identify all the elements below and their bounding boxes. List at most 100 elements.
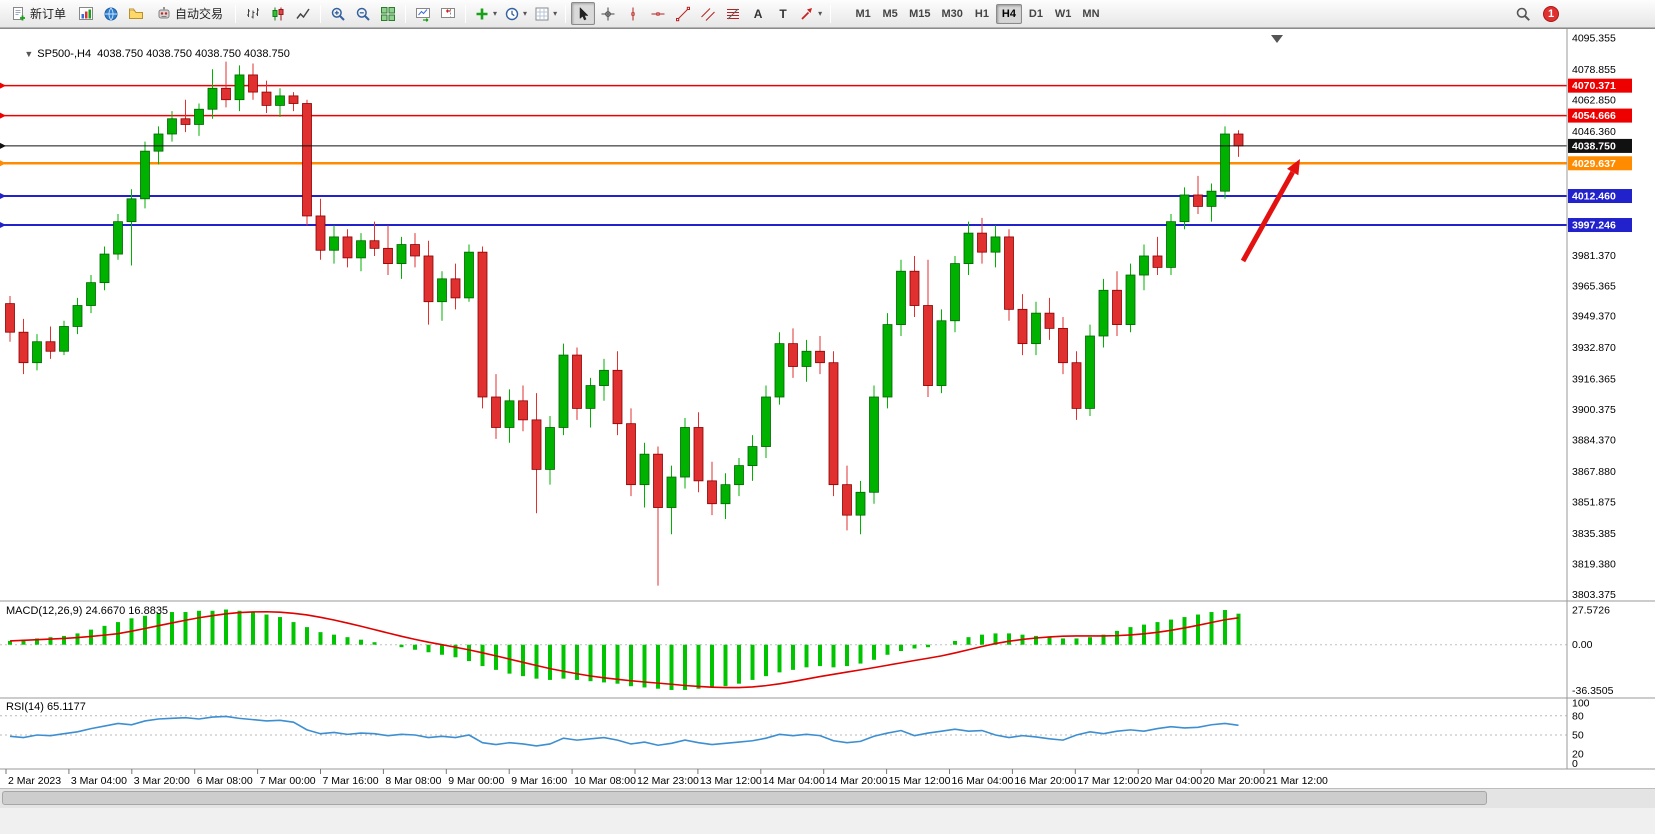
svg-text:3819.380: 3819.380 xyxy=(1572,558,1616,570)
tile-windows-button[interactable] xyxy=(376,2,400,25)
candlestick-chart-icon xyxy=(270,6,286,22)
crosshair-tool-button[interactable] xyxy=(596,2,620,25)
chart-shift-button[interactable] xyxy=(436,2,460,25)
chart-type-line-button[interactable] xyxy=(291,2,315,25)
chart-shift-marker-icon xyxy=(1271,35,1283,43)
chart-type-candles-button[interactable] xyxy=(266,2,290,25)
toolbar-separator xyxy=(405,4,407,23)
svg-text:10 Mar 08:00: 10 Mar 08:00 xyxy=(574,775,636,787)
notification-badge[interactable]: 1 xyxy=(1543,5,1559,22)
horizontal-scrollbar[interactable] xyxy=(0,788,1655,808)
horizontal-line-tool-button[interactable] xyxy=(646,2,670,25)
svg-text:3884.370: 3884.370 xyxy=(1572,435,1616,447)
svg-text:100: 100 xyxy=(1572,698,1590,710)
terminal-button[interactable] xyxy=(124,2,148,25)
line-chart-icon xyxy=(295,6,311,22)
zoom-out-icon xyxy=(355,6,371,22)
svg-text:4046.360: 4046.360 xyxy=(1572,126,1616,138)
svg-text:27.5726: 27.5726 xyxy=(1572,605,1610,617)
zoom-out-button[interactable] xyxy=(351,2,375,25)
svg-text:7 Mar 00:00: 7 Mar 00:00 xyxy=(260,775,316,787)
search-icon xyxy=(1515,6,1531,22)
add-indicator-plus-icon xyxy=(474,6,490,22)
timeframe-d1-button[interactable]: D1 xyxy=(1023,4,1049,24)
toolbar-right-tools: 1 xyxy=(1511,2,1559,25)
timeframe-mn-button[interactable]: MN xyxy=(1077,4,1104,24)
chart-type-bars-button[interactable] xyxy=(241,2,265,25)
new-order-button[interactable]: 新订单 xyxy=(4,2,73,25)
toolbar-separator xyxy=(235,4,237,23)
timeframe-m5-button[interactable]: M5 xyxy=(877,4,903,24)
text-tool-icon: A xyxy=(753,6,763,21)
svg-text:3 Mar 04:00: 3 Mar 04:00 xyxy=(71,775,127,787)
timeframe-w1-button[interactable]: W1 xyxy=(1050,4,1077,24)
svg-text:4038.750: 4038.750 xyxy=(1572,140,1616,152)
scrollbar-thumb[interactable] xyxy=(2,791,1487,805)
svg-text:3900.375: 3900.375 xyxy=(1572,404,1616,416)
svg-text:4078.855: 4078.855 xyxy=(1572,64,1616,76)
label-tool-button[interactable]: T xyxy=(771,2,795,25)
periods-button[interactable]: ▾ xyxy=(501,2,530,25)
bars-chart-icon xyxy=(245,6,261,22)
templates-grid-icon xyxy=(534,6,550,22)
channel-tool-button[interactable] xyxy=(696,2,720,25)
tile-windows-icon xyxy=(380,6,396,22)
new-order-icon xyxy=(11,6,27,22)
svg-text:21 Mar 12:00: 21 Mar 12:00 xyxy=(1266,775,1328,787)
vertical-line-tool-button[interactable] xyxy=(621,2,645,25)
dropdown-caret-icon: ▾ xyxy=(818,8,823,18)
svg-text:3835.385: 3835.385 xyxy=(1572,528,1616,540)
arrow-shape-icon xyxy=(799,6,815,22)
chart-canvas[interactable]: 4095.355 4078.855 4062.850 4046.360 3981.370… xyxy=(0,29,1655,789)
timeframe-m15-button[interactable]: M15 xyxy=(904,4,935,24)
svg-text:3949.370: 3949.370 xyxy=(1572,311,1616,323)
new-chart-button[interactable] xyxy=(74,2,98,25)
svg-text:9 Mar 00:00: 9 Mar 00:00 xyxy=(448,775,504,787)
svg-text:20 Mar 04:00: 20 Mar 04:00 xyxy=(1140,775,1202,787)
new-order-label: 新订单 xyxy=(30,7,67,21)
svg-text:4012.460: 4012.460 xyxy=(1572,191,1616,203)
channel-icon xyxy=(700,6,716,22)
search-button[interactable] xyxy=(1511,2,1535,25)
add-indicator-button[interactable]: ▾ xyxy=(471,2,500,25)
svg-text:12 Mar 23:00: 12 Mar 23:00 xyxy=(637,775,699,787)
svg-text:14 Mar 04:00: 14 Mar 04:00 xyxy=(763,775,825,787)
auto-scroll-icon xyxy=(415,6,431,22)
timeframe-h1-button[interactable]: H1 xyxy=(969,4,995,24)
svg-text:3 Mar 20:00: 3 Mar 20:00 xyxy=(134,775,190,787)
svg-text:4062.850: 4062.850 xyxy=(1572,94,1616,106)
auto-trading-button[interactable]: 自动交易 xyxy=(149,2,230,25)
timeframe-m30-button[interactable]: M30 xyxy=(937,4,968,24)
timeframe-h4-button[interactable]: H4 xyxy=(995,3,1022,24)
trendline-tool-button[interactable] xyxy=(671,2,695,25)
svg-text:80: 80 xyxy=(1572,710,1584,722)
svg-text:3803.375: 3803.375 xyxy=(1572,589,1616,601)
arrows-tool-button[interactable]: ▾ xyxy=(796,2,825,25)
toolbar-separator xyxy=(565,4,567,23)
dropdown-caret-icon: ▾ xyxy=(493,8,498,18)
text-tool-button[interactable]: A xyxy=(746,2,770,25)
fibonacci-icon xyxy=(725,6,741,22)
navigator-button[interactable] xyxy=(99,2,123,25)
svg-text:3932.870: 3932.870 xyxy=(1572,342,1616,354)
svg-text:7 Mar 16:00: 7 Mar 16:00 xyxy=(323,775,379,787)
cursor-tool-button[interactable] xyxy=(571,2,596,25)
toolbar-separator xyxy=(465,4,467,23)
trendline-icon xyxy=(675,6,691,22)
zoom-in-button[interactable] xyxy=(326,2,350,25)
main-toolbar: 新订单 自动交易 xyxy=(0,0,1655,28)
templates-button[interactable]: ▾ xyxy=(531,2,560,25)
one-click-trading-toggle[interactable]: ▼ xyxy=(24,49,34,59)
svg-text:6 Mar 08:00: 6 Mar 08:00 xyxy=(197,775,253,787)
svg-text:0.00: 0.00 xyxy=(1572,639,1593,651)
svg-text:20: 20 xyxy=(1572,749,1584,761)
auto-scroll-button[interactable] xyxy=(411,2,435,25)
timeframe-m1-button[interactable]: M1 xyxy=(850,4,876,24)
svg-text:16 Mar 04:00: 16 Mar 04:00 xyxy=(952,775,1014,787)
chart-region[interactable]: 4095.355 4078.855 4062.850 4046.360 3981.370… xyxy=(0,28,1655,789)
terminal-folder-icon xyxy=(128,6,144,22)
fibonacci-tool-button[interactable] xyxy=(721,2,745,25)
svg-text:17 Mar 12:00: 17 Mar 12:00 xyxy=(1077,775,1139,787)
auto-trading-robot-icon xyxy=(156,6,172,22)
svg-text:3965.365: 3965.365 xyxy=(1572,280,1616,292)
